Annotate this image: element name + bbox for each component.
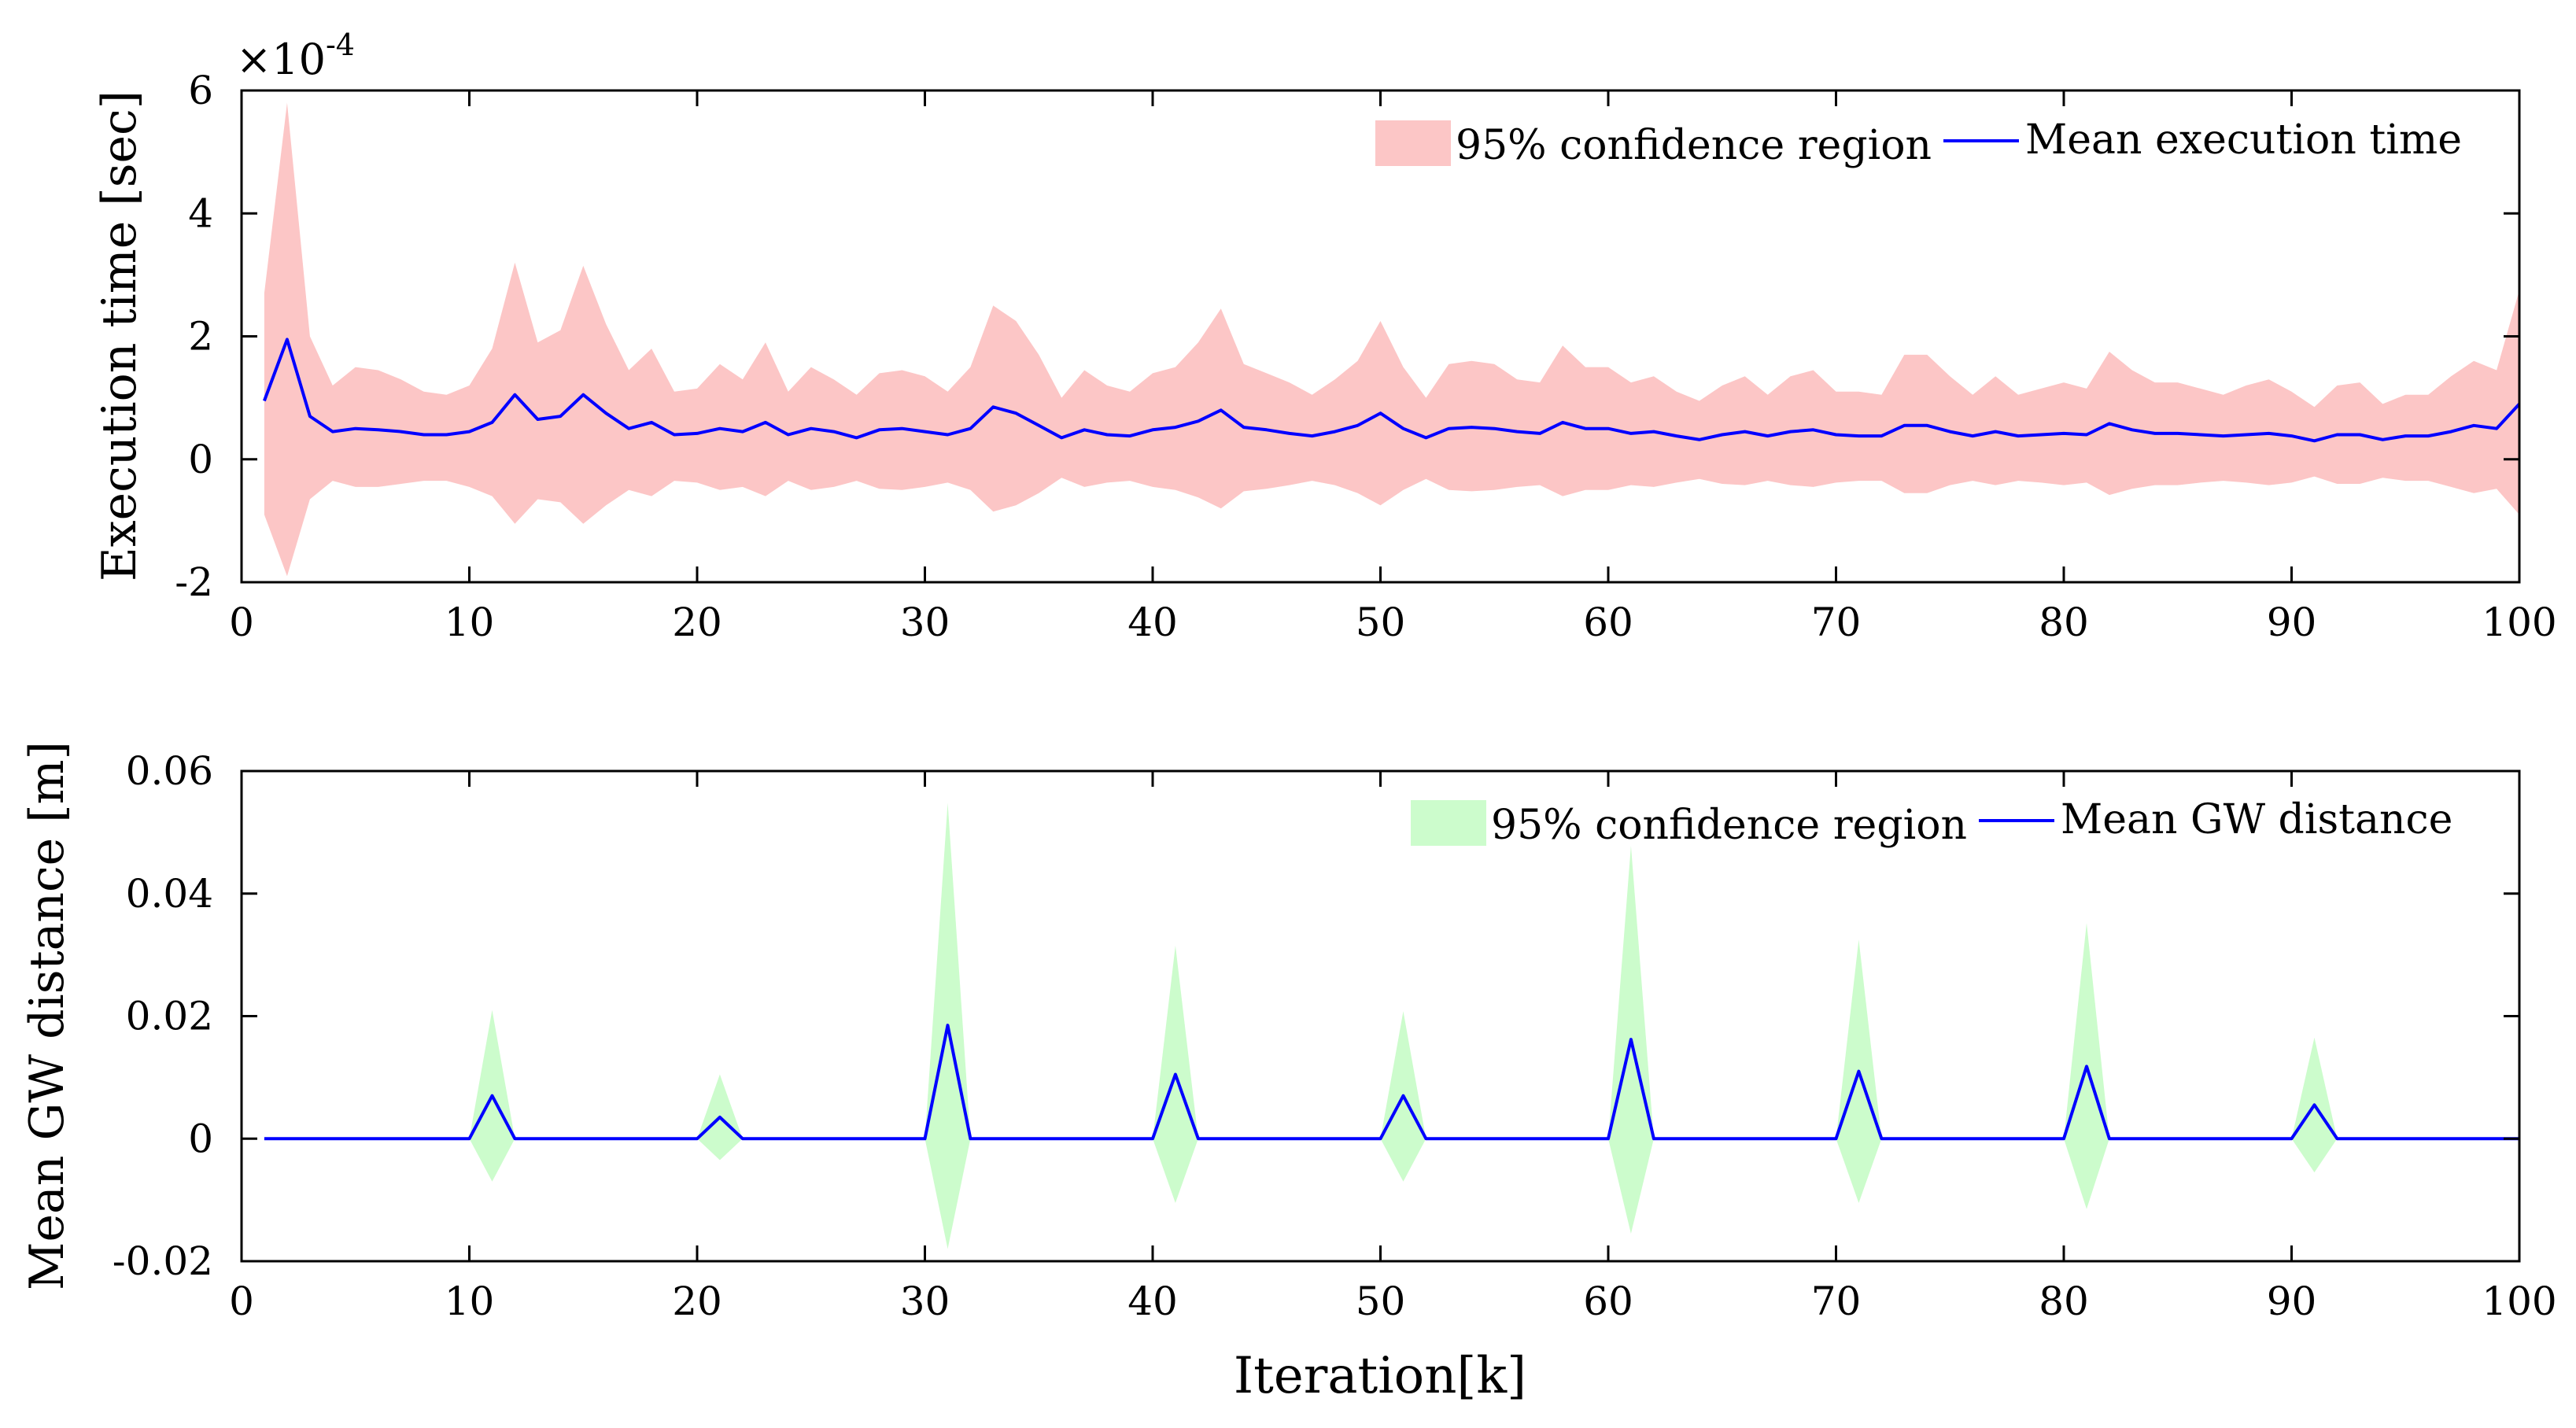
tick-layer: 0 10 20 30 40 50 60 70 80 90 100 -2 0 2 4 6 xyxy=(175,68,2556,645)
x-tick-label: 60 xyxy=(1583,600,1633,645)
x-tick-label: 70 xyxy=(1811,1279,1862,1324)
x-tick-label: 100 xyxy=(2482,1279,2556,1324)
legend: 95% confidence region Mean GW distance xyxy=(1411,796,2452,849)
x-tick-label: 50 xyxy=(1356,1279,1406,1324)
x-tick-label: 30 xyxy=(900,600,950,645)
x-tick-label: 0 xyxy=(229,600,254,645)
x-tick-label: 50 xyxy=(1356,600,1406,645)
legend-band-swatch xyxy=(1375,120,1451,166)
y-tick-label: 6 xyxy=(188,68,213,113)
execution-time-panel: 0 10 20 30 40 50 60 70 80 90 100 -2 0 2 4 6 ×10-4 Execu… xyxy=(92,28,2557,645)
gw-distance-panel: 0 10 20 30 40 50 60 70 80 90 100 -0.02 0 0.02 0.04 0.06… xyxy=(20,741,2557,1405)
x-tick-label: 100 xyxy=(2482,600,2556,645)
x-tick-label: 40 xyxy=(1127,600,1178,645)
x-tick-label: 10 xyxy=(445,1279,495,1324)
x-tick-label: 20 xyxy=(672,1279,722,1324)
y-tick-label: 0.04 xyxy=(126,871,213,917)
legend: 95% confidence region Mean execution tim… xyxy=(1375,116,2462,169)
confidence-region-band xyxy=(264,803,2520,1249)
x-tick-label: 90 xyxy=(2267,600,2317,645)
y-exponent-label: ×10-4 xyxy=(236,28,355,84)
mean-line-layer xyxy=(263,338,2521,443)
legend-band-label: 95% confidence region xyxy=(1491,802,1967,849)
y-tick-label: 0 xyxy=(188,1116,213,1161)
y-tick-label: 4 xyxy=(188,190,213,236)
legend-band-swatch xyxy=(1411,800,1486,846)
mean-series-line xyxy=(264,1024,2519,1141)
y-tick-label: 0.02 xyxy=(126,994,213,1039)
x-tick-label: 40 xyxy=(1127,1279,1178,1324)
y-tick-label: 0 xyxy=(188,437,213,482)
y-axis-label: Mean GW distance [m] xyxy=(20,741,75,1290)
y-tick-label: -0.02 xyxy=(113,1238,213,1284)
y-tick-label: 0.06 xyxy=(126,748,213,794)
y-tick-label: 2 xyxy=(188,314,213,360)
mean-series-line xyxy=(263,338,2521,443)
x-tick-label: 70 xyxy=(1811,600,1862,645)
confidence-band-layer xyxy=(264,803,2520,1249)
x-tick-label: 0 xyxy=(229,1279,254,1324)
x-tick-label: 10 xyxy=(445,600,495,645)
y-tick-label: -2 xyxy=(175,559,213,605)
legend-line-label: Mean execution time xyxy=(2025,116,2462,164)
legend-band-label: 95% confidence region xyxy=(1456,122,1932,169)
x-axis-label: Iteration[k] xyxy=(1234,1347,1526,1405)
x-tick-label: 80 xyxy=(2039,600,2089,645)
x-tick-label: 30 xyxy=(900,1279,950,1324)
confidence-region-band xyxy=(264,102,2520,577)
legend-line-label: Mean GW distance xyxy=(2061,796,2452,843)
mean-line-layer xyxy=(264,1024,2519,1141)
x-tick-label: 90 xyxy=(2267,1279,2317,1324)
x-tick-label: 80 xyxy=(2039,1279,2089,1324)
x-tick-label: 20 xyxy=(672,600,722,645)
confidence-band-layer xyxy=(264,102,2520,577)
y-axis-label: Execution time [sec] xyxy=(92,90,147,581)
tick-layer: 0 10 20 30 40 50 60 70 80 90 100 -0.02 0 0.02 0.04 0.06 xyxy=(113,748,2557,1324)
x-tick-label: 60 xyxy=(1583,1279,1633,1324)
